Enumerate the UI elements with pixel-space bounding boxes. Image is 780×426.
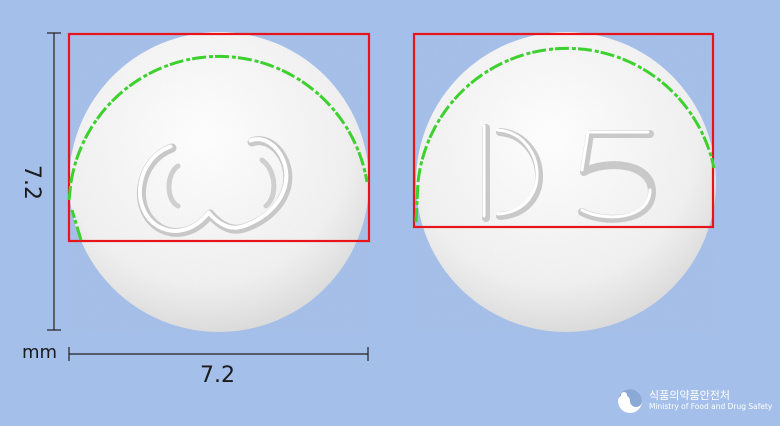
unit-label: mm — [22, 342, 58, 363]
pill-front — [69, 32, 369, 332]
width-dimension-line — [68, 347, 369, 361]
logo-korean-text: 식품의약품안전처 — [649, 389, 730, 402]
logo-english-text: Ministry of Food and Drug Safety — [649, 402, 773, 411]
pill-logo-imprint — [136, 136, 293, 237]
back-contour-trace — [414, 46, 716, 223]
width-label: 7.2 — [200, 363, 235, 388]
back-detection-box — [412, 32, 715, 229]
front-contour-trace — [67, 54, 369, 241]
mfds-emblem — [618, 389, 642, 413]
front-detection-box — [67, 32, 371, 243]
mfds-logo: 식품의약품안전처 Ministry of Food and Drug Safet… — [617, 386, 772, 418]
pill-d5-imprint — [482, 124, 656, 223]
height-label: 7.2 — [19, 165, 44, 200]
height-dimension-line — [47, 32, 61, 331]
pill-back — [416, 32, 716, 332]
